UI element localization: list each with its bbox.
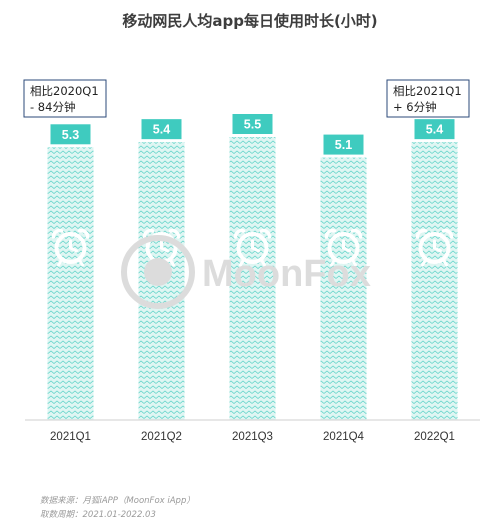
bar-group: 5.3 (47, 124, 94, 421)
value-label: 5.5 (244, 118, 261, 132)
annotation-right-line1: 相比2021Q1 (393, 84, 462, 98)
value-label-box (323, 134, 364, 155)
alarm-clock-icon (324, 228, 363, 267)
source-line: 数据来源：月狐iAPP（MoonFox iApp） (40, 495, 195, 506)
bar-group: 5.5 (229, 114, 276, 420)
annotation-right: 相比2021Q1 + 6分钟 (386, 79, 470, 118)
bar-group: 5.4 (138, 119, 185, 421)
alarm-clock-icon (415, 228, 454, 267)
value-label-box (414, 119, 455, 140)
value-label: 5.3 (62, 128, 79, 142)
watermark-text: MoonFox (202, 253, 371, 295)
bar (320, 157, 367, 420)
value-label-box (50, 124, 91, 145)
period-line: 取数周期：2021.01-2022.03 (40, 509, 156, 520)
value-label: 5.1 (335, 138, 352, 152)
x-axis-ticks: 2021Q1 2021Q2 2021Q3 2021Q4 2022Q1 (50, 431, 455, 443)
annotation-right-box (386, 79, 470, 118)
bar-group: 5.4 (411, 119, 458, 421)
bar-group: 5.1 (320, 134, 367, 420)
bar (47, 147, 94, 421)
bar (411, 142, 458, 421)
x-tick-label: 2021Q4 (323, 431, 365, 443)
x-tick-label: 2021Q1 (50, 431, 91, 443)
annotation-right-line2: + 6分钟 (393, 100, 437, 114)
value-label-box (141, 119, 182, 140)
annotation-left-line1: 相比2020Q1 (30, 84, 99, 98)
watermark: MoonFox (121, 235, 371, 309)
chart-title: 移动网民人均app每日使用时长(小时) (122, 12, 377, 30)
x-tick-label: 2022Q1 (414, 431, 455, 443)
annotation-left: 相比2020Q1 - 84分钟 (23, 79, 107, 118)
value-label: 5.4 (426, 123, 443, 137)
x-tick-label: 2021Q2 (141, 431, 182, 443)
annotation-left-box (23, 79, 107, 118)
annotation-left-line2: - 84分钟 (30, 100, 75, 114)
value-label-box (232, 114, 273, 134)
value-label: 5.4 (153, 123, 170, 137)
bar (229, 137, 276, 420)
alarm-clock-icon (233, 228, 272, 267)
x-tick-label: 2021Q3 (232, 431, 273, 443)
bars-layer: 5.3 5.4 5.5 5.1 5.4 (47, 114, 458, 421)
alarm-clock-icon (51, 228, 90, 267)
watermark-logo-icon (121, 235, 195, 309)
